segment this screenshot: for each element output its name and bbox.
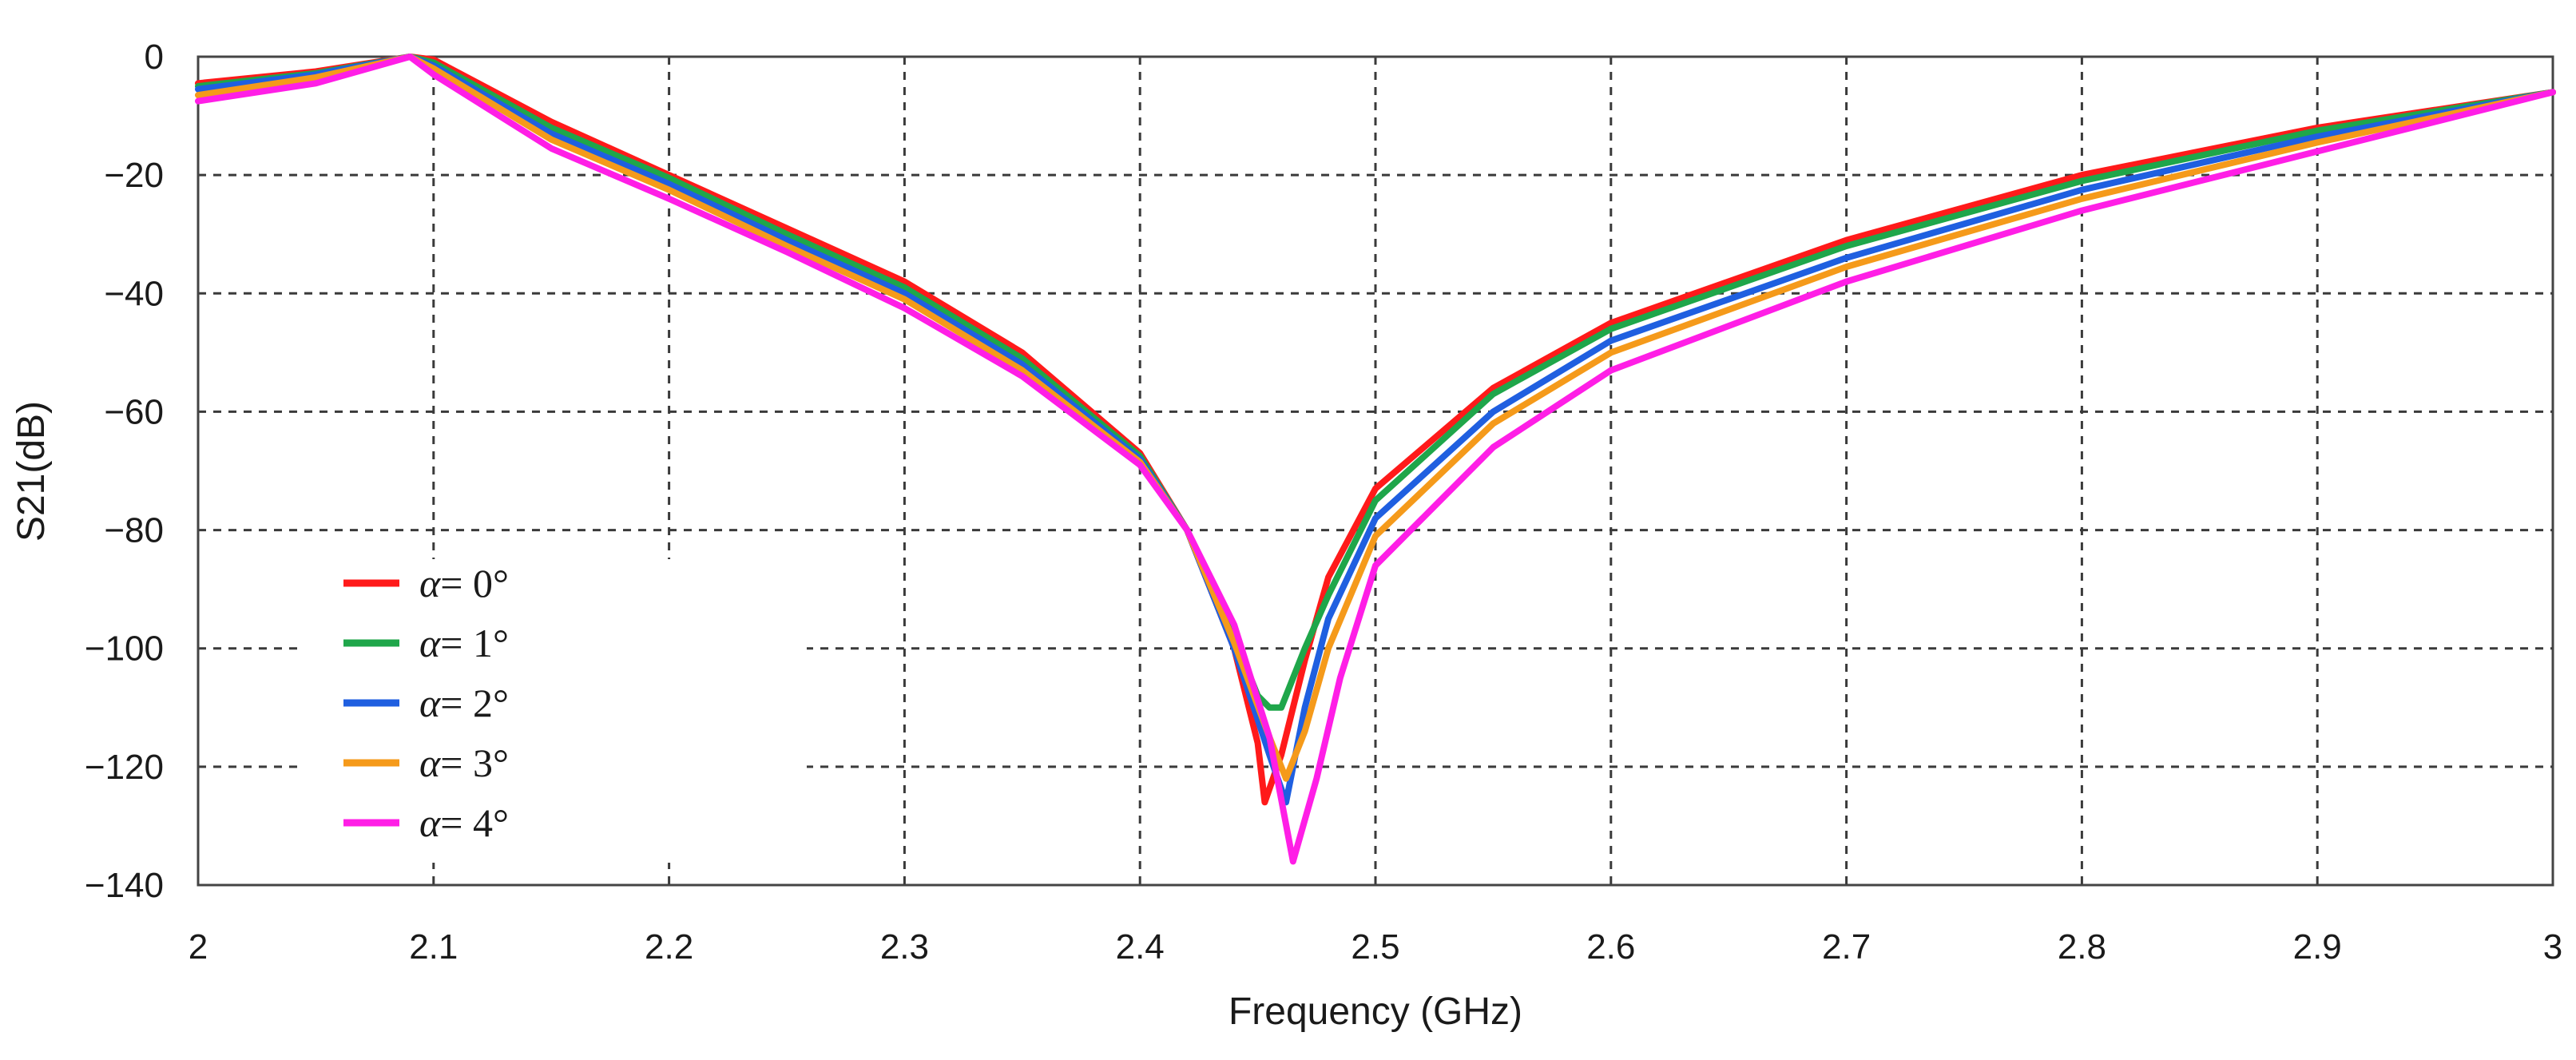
y-axis-ticks: 0 −20 −40 −60 −80 −100 −120 −140 xyxy=(85,38,164,905)
x-tick-label: 2.7 xyxy=(1822,927,1871,967)
y-axis-title: S21(dB) xyxy=(10,401,53,542)
x-axis-ticks: 2 2.1 2.2 2.3 2.4 2.5 2.6 2.7 2.8 2.9 3 xyxy=(189,927,2562,967)
series-line xyxy=(195,54,2556,865)
legend-background xyxy=(304,559,807,863)
y-tick-label: 0 xyxy=(145,38,164,77)
x-tick-label: 2 xyxy=(189,927,208,967)
y-tick-label: −20 xyxy=(104,156,164,195)
legend-label: α= 4° xyxy=(419,800,509,845)
plot-frame xyxy=(196,55,2554,887)
series-line xyxy=(195,54,2556,806)
legend-label: α= 3° xyxy=(419,740,509,785)
x-tick-label: 2.4 xyxy=(1116,927,1165,967)
series-line xyxy=(195,54,2556,782)
x-tick-label: 2.3 xyxy=(880,927,929,967)
y-tick-label: −140 xyxy=(85,866,164,905)
x-tick-label: 2.8 xyxy=(2058,927,2106,967)
legend-label: α= 0° xyxy=(419,561,509,605)
x-tick-label: 2.5 xyxy=(1351,927,1399,967)
y-tick-label: −80 xyxy=(104,511,164,550)
x-tick-label: 2.1 xyxy=(409,927,458,967)
y-tick-label: −40 xyxy=(104,274,164,313)
series-lines xyxy=(195,54,2556,865)
legend-label: α= 2° xyxy=(419,681,509,725)
x-tick-label: 3 xyxy=(2543,927,2562,967)
legend-label: α= 1° xyxy=(419,621,509,665)
legend: α= 0° α= 1° α= 2° α= 3° α= 4° xyxy=(304,559,807,863)
y-tick-label: −100 xyxy=(85,629,164,669)
x-tick-label: 2.2 xyxy=(645,927,693,967)
x-axis-title: Frequency (GHz) xyxy=(1228,991,1522,1033)
x-tick-label: 2.6 xyxy=(1586,927,1635,967)
x-tick-label: 2.9 xyxy=(2293,927,2342,967)
y-tick-label: −60 xyxy=(104,392,164,431)
y-tick-label: −120 xyxy=(85,748,164,787)
